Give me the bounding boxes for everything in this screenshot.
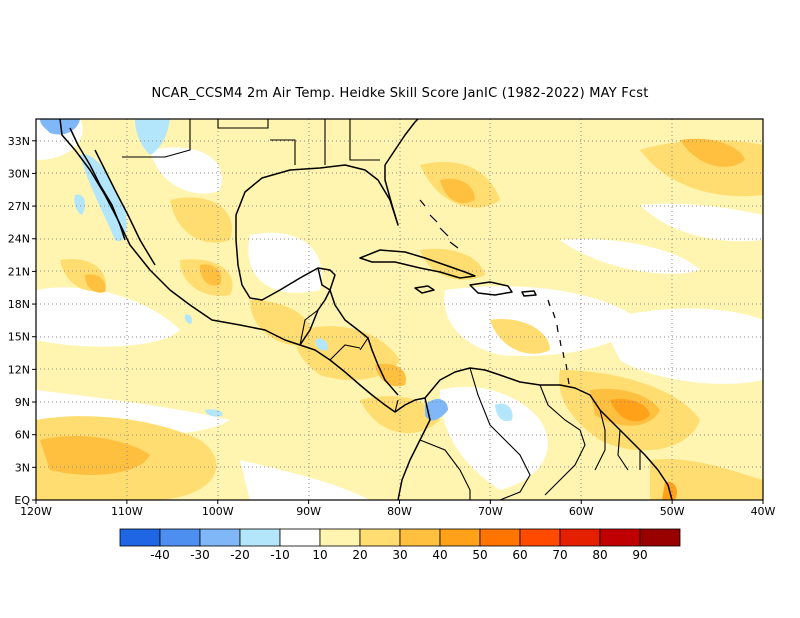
lon-tick-label: 90W	[296, 505, 321, 518]
lon-tick-label: 60W	[569, 505, 594, 518]
lon-tick-label: 120W	[20, 505, 52, 518]
colorbar-swatch	[119, 528, 161, 547]
colorbar-swatch	[279, 528, 321, 547]
colorbar-swatch	[199, 528, 241, 547]
map-plot-area	[36, 119, 763, 500]
colorbar-swatch	[319, 528, 361, 547]
colorbar-swatch	[359, 528, 401, 547]
colorbar-label: 70	[552, 548, 567, 562]
colorbar-label: -40	[150, 548, 170, 562]
skill-30-40-regions	[40, 138, 745, 475]
lon-tick-label: 110W	[111, 505, 143, 518]
colorbar-swatch	[439, 528, 481, 547]
colorbar-label: -10	[270, 548, 290, 562]
colorbar-swatch	[559, 528, 601, 547]
skill-negative-regions	[40, 119, 513, 422]
colorbar-label: 50	[472, 548, 487, 562]
colorbar-swatch	[479, 528, 521, 547]
latitude-axis: EQ 3N 6N 9N 12N 15N 18N 21N 24N 27N 30N 33N	[8, 135, 36, 507]
lon-tick-label: 40W	[751, 505, 776, 518]
colorbar-label: 60	[512, 548, 527, 562]
colorbar-label: 10	[312, 548, 327, 562]
lat-tick-label: 18N	[8, 298, 30, 311]
colorbar-label: 20	[352, 548, 367, 562]
colorbar-swatch	[639, 528, 681, 547]
political-borders	[122, 119, 641, 500]
lon-tick-label: 50W	[660, 505, 685, 518]
lat-tick-label: 30N	[8, 167, 30, 180]
lat-tick-label: 33N	[8, 135, 30, 148]
colorbar-label: -30	[190, 548, 210, 562]
colorbar-swatch	[159, 528, 201, 547]
lat-tick-label: 6N	[15, 429, 30, 442]
lon-tick-label: 70W	[478, 505, 503, 518]
lat-tick-label: 24N	[8, 233, 30, 246]
lesser-antilles	[419, 199, 570, 385]
lat-tick-label: 21N	[8, 265, 30, 278]
colorbar-swatch	[239, 528, 281, 547]
colorbar-label: 40	[432, 548, 447, 562]
lon-tick-label: 80W	[387, 505, 412, 518]
skill-near-zero-regions	[36, 119, 763, 500]
colorbar-label: 90	[632, 548, 647, 562]
coastlines	[59, 119, 673, 500]
colorbar-swatch	[519, 528, 561, 547]
colorbar-label: -20	[230, 548, 250, 562]
colorbar-swatch	[399, 528, 441, 547]
colorbar-label: 80	[592, 548, 607, 562]
lat-tick-label: 12N	[8, 363, 30, 376]
lat-tick-label: 3N	[15, 461, 30, 474]
lat-tick-label: 9N	[15, 396, 30, 409]
colorbar-label: 30	[392, 548, 407, 562]
lat-tick-label: EQ	[14, 494, 30, 507]
lon-tick-label: 100W	[202, 505, 234, 518]
colorbar: -40 -30 -20 -10 10 20 30 40 50 60 70 80 90	[119, 528, 681, 562]
longitude-axis: 120W 110W 100W 90W 80W 70W 60W 50W 40W	[20, 500, 776, 518]
lat-tick-label: 27N	[8, 200, 30, 213]
map-title: NCAR_CCSM4 2m Air Temp. Heidke Skill Sco…	[151, 86, 649, 101]
lat-tick-label: 15N	[8, 331, 30, 344]
colorbar-swatch	[599, 528, 641, 547]
